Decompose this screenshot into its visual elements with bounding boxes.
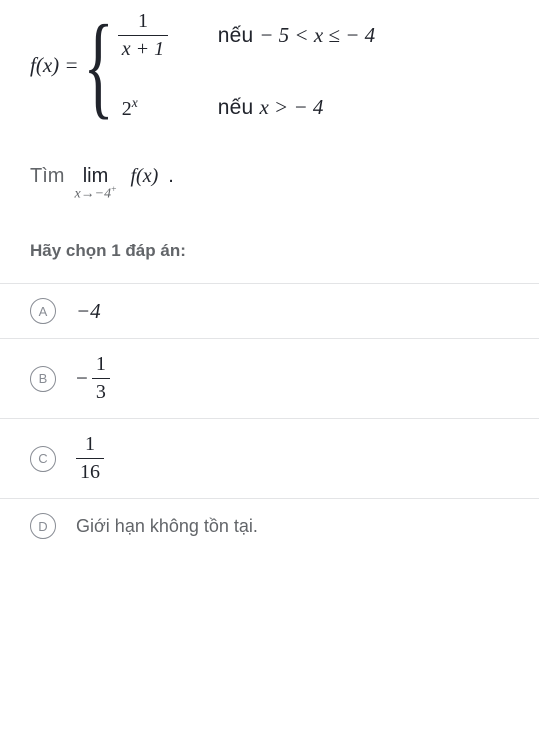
limit-bot-sup: + [111,185,116,195]
radio-a-label: A [39,304,48,319]
cases: 1 x + 1 nếu − 5 < x ≤ − 4 2x nếu x > − 4 [118,10,375,121]
option-d[interactable]: D Giới hạn không tồn tại. [0,498,539,553]
case-1-den: x + 1 [118,35,168,61]
option-a-text: −4 [76,299,101,324]
case-2-base: 2 [122,98,132,120]
option-b-text: − 1 3 [76,353,110,404]
function-lhs: f(x) = [30,53,79,78]
radio-c[interactable]: C [30,446,56,472]
case-1-expr: 1 x + 1 [118,10,218,61]
option-c-den: 16 [76,458,104,484]
option-b[interactable]: B − 1 3 [0,338,539,418]
case-2-cond-prefix: nếu [218,96,260,119]
case-2-condition: nếu x > − 4 [218,95,324,120]
option-a[interactable]: A −4 [0,283,539,338]
choose-prompt: Hãy chọn 1 đáp án: [30,241,539,261]
question-line: Tìm lim x→−4+ f(x). [30,165,539,202]
case-2-cond-math: x > − 4 [259,95,323,119]
case-1-num: 1 [134,10,152,35]
option-c-fraction: 1 16 [76,433,104,484]
radio-b-label: B [39,371,48,386]
limit-bot-text: x→−4 [74,186,111,201]
radio-d[interactable]: D [30,513,56,539]
case-1-cond-prefix: nếu [218,24,254,47]
question-prefix: Tìm [30,165,64,188]
options-list: A −4 B − 1 3 C 1 16 D Giới hạn k [0,283,539,553]
option-d-text: Giới hạn không tồn tại. [76,516,258,537]
limit-bottom: x→−4+ [74,186,116,202]
option-b-num: 1 [92,353,110,378]
option-b-fraction: 1 3 [92,353,110,404]
option-c-num: 1 [81,433,99,458]
left-brace: { [83,14,113,118]
radio-a[interactable]: A [30,298,56,324]
case-1-condition: nếu − 5 < x ≤ − 4 [218,23,375,48]
case-1-cond-math: − 5 < x ≤ − 4 [259,23,375,47]
question-dot: . [168,165,174,188]
piecewise-definition: f(x) = { 1 x + 1 nếu − 5 < x ≤ − 4 2x nế… [30,10,539,121]
option-c[interactable]: C 1 16 [0,418,539,498]
case-2-expr: 2x [118,95,218,121]
option-c-text: 1 16 [76,433,104,484]
option-b-minus: − [76,366,88,391]
case-1-fraction: 1 x + 1 [118,10,168,61]
case-2-exp: x [132,95,138,110]
option-b-den: 3 [92,378,110,404]
limit-stack: lim x→−4+ [74,166,116,202]
case-2: 2x nếu x > − 4 [118,95,375,121]
radio-d-label: D [38,519,47,534]
limit-top: lim [83,166,109,186]
case-1: 1 x + 1 nếu − 5 < x ≤ − 4 [118,10,375,61]
question-fx: f(x) [130,165,158,188]
radio-c-label: C [38,451,47,466]
radio-b[interactable]: B [30,366,56,392]
